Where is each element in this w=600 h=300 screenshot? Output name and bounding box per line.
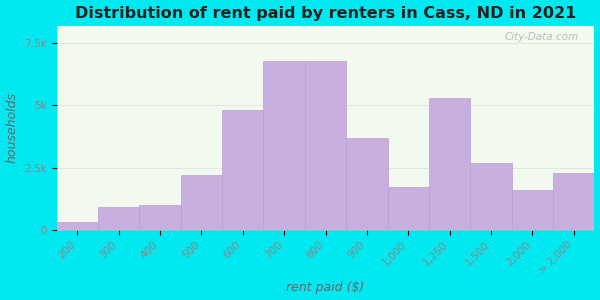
Bar [139, 205, 181, 230]
Bar [222, 110, 263, 230]
Bar [512, 190, 553, 230]
Bar [346, 138, 388, 230]
Bar [98, 207, 139, 230]
Bar [470, 163, 512, 230]
Bar [553, 172, 595, 230]
Y-axis label: households: households [5, 92, 19, 163]
Bar [388, 188, 429, 230]
Bar [263, 61, 305, 230]
Title: Distribution of rent paid by renters in Cass, ND in 2021: Distribution of rent paid by renters in … [75, 6, 576, 21]
Bar [429, 98, 470, 230]
X-axis label: rent paid ($): rent paid ($) [286, 281, 365, 294]
Bar [56, 222, 98, 230]
Text: City-Data.com: City-Data.com [504, 32, 578, 42]
Bar [181, 175, 222, 230]
Bar [305, 61, 346, 230]
